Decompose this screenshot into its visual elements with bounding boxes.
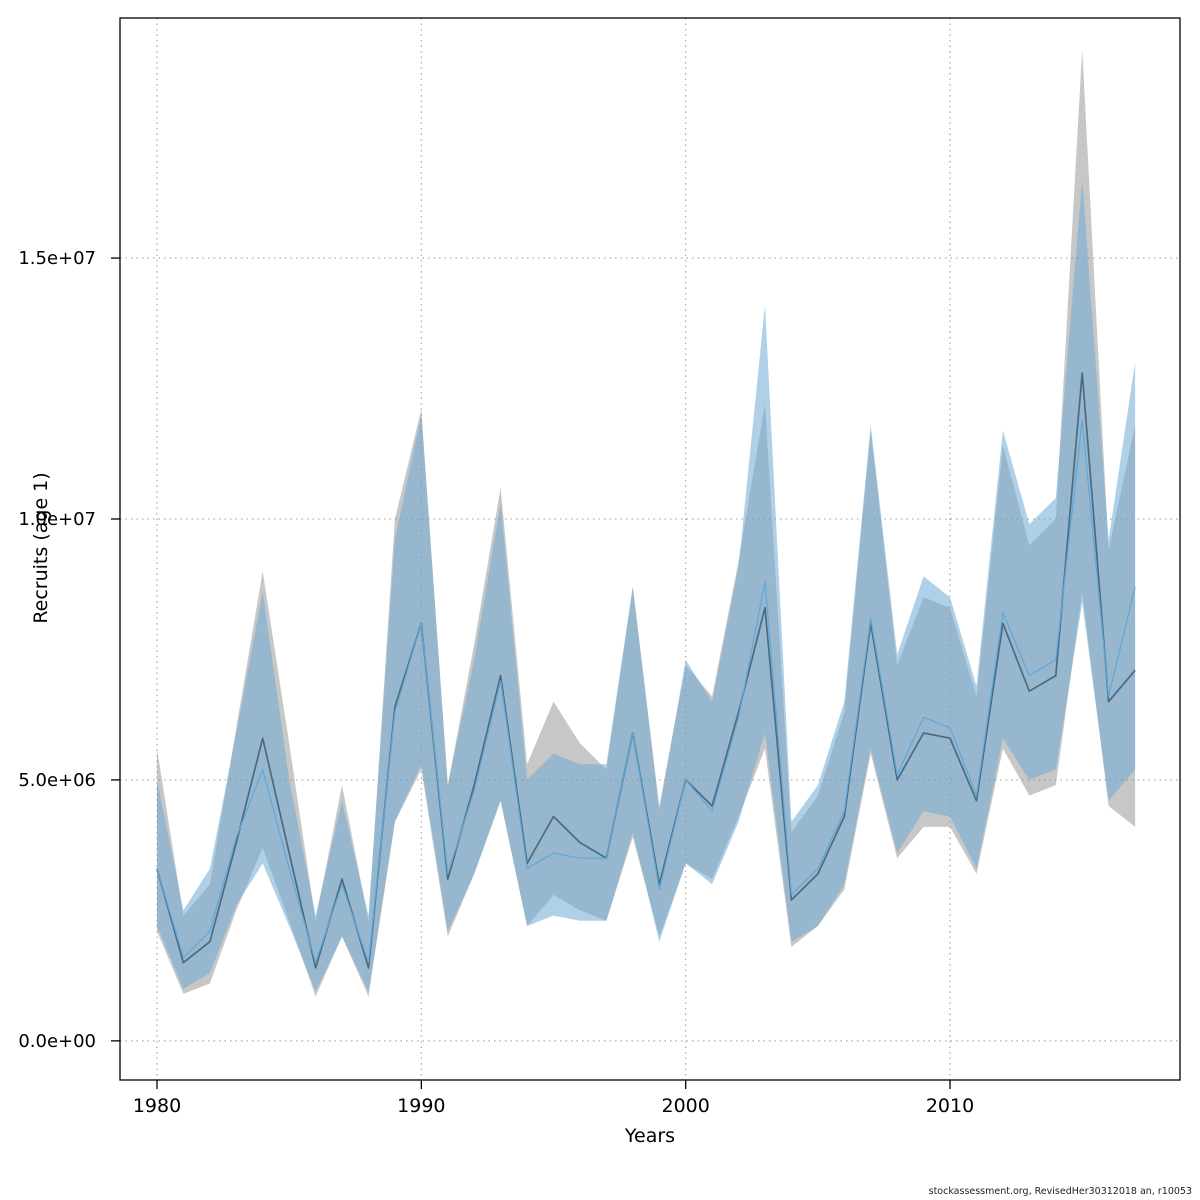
- watermark: stockassessment.org, RevisedHer30312018 …: [928, 1186, 1192, 1197]
- y-tick-label: 1.0e+07: [18, 509, 96, 530]
- y-tick-label: 0.0e+00: [18, 1031, 96, 1052]
- tick-labels: 1980 1990 2000 2010 0.0e+00 5.0e+06 1.0e+07 1.5…: [18, 248, 974, 1117]
- x-tick-label: 1980: [133, 1095, 181, 1117]
- x-axis-title: Years: [624, 1125, 676, 1147]
- x-tick-label: 2010: [926, 1095, 974, 1117]
- grid-layer: [120, 18, 1180, 1080]
- x-tick-label: 1990: [397, 1095, 445, 1117]
- y-tick-label: 1.5e+07: [18, 248, 96, 269]
- x-tick-label: 2000: [662, 1095, 710, 1117]
- band-blue-ci-run: [157, 179, 1136, 992]
- plot-border: [119, 17, 1181, 1081]
- y-tick-label: 5.0e+06: [18, 770, 96, 791]
- y-axis-title: Recruits (age 1): [30, 472, 52, 624]
- tick-marks: [111, 257, 951, 1089]
- line-blue-ci-run: [156, 419, 1136, 964]
